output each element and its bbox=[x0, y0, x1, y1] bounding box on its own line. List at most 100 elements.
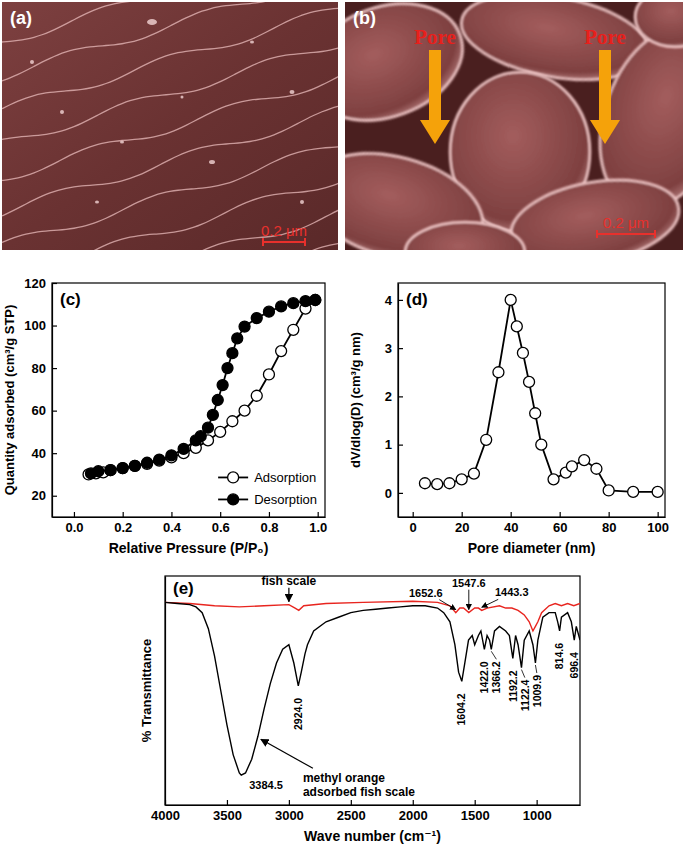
peak-arrow bbox=[482, 599, 499, 607]
surface-speck bbox=[181, 96, 184, 99]
tick-mark bbox=[318, 512, 319, 517]
scale-bar-label: 0.2 μm bbox=[603, 214, 649, 231]
tick-label: 2500 bbox=[337, 808, 366, 823]
data-point bbox=[511, 321, 522, 332]
data-point bbox=[288, 324, 299, 335]
peak-label: 1547.6 bbox=[452, 577, 486, 589]
tick-label: 20 bbox=[32, 488, 46, 503]
tick-label: 0.0 bbox=[65, 520, 83, 535]
tick: 40 bbox=[32, 446, 57, 461]
tick-label: 60 bbox=[553, 520, 567, 535]
data-point bbox=[456, 474, 467, 485]
particle bbox=[635, 2, 683, 47]
x-axis: 020406080100 bbox=[399, 512, 670, 535]
surface-speck bbox=[300, 200, 304, 204]
panel-title: (e) bbox=[173, 579, 194, 598]
micrograph-background bbox=[2, 2, 338, 250]
scale-bar-cap bbox=[262, 238, 264, 246]
tick-mark bbox=[398, 396, 403, 397]
series-line bbox=[165, 601, 580, 631]
tick: 0.4 bbox=[163, 512, 182, 535]
y-axis-title: Quantity adsorbed (cm³/g STP) bbox=[2, 305, 17, 496]
surface-speck bbox=[290, 90, 295, 94]
tick-label: 0.4 bbox=[163, 520, 182, 535]
tick-label: 0.8 bbox=[260, 520, 278, 535]
series-line bbox=[425, 300, 658, 492]
tick: 100 bbox=[24, 318, 57, 333]
legend-label: Desorption bbox=[254, 492, 317, 507]
data-point bbox=[117, 463, 128, 474]
data-point bbox=[652, 486, 663, 497]
tick-label: 80 bbox=[32, 361, 46, 376]
data-point bbox=[222, 363, 233, 374]
panel-title: (a) bbox=[10, 8, 32, 28]
tick-mark bbox=[269, 512, 270, 517]
tick: 2500 bbox=[337, 800, 366, 823]
y-axis: 20406080100120 bbox=[24, 276, 57, 518]
surface-ridge bbox=[2, 42, 338, 139]
tick: 0 bbox=[410, 512, 417, 535]
annotation-arrow bbox=[590, 50, 620, 144]
data-point bbox=[276, 346, 287, 357]
tick-label: 3 bbox=[385, 341, 392, 356]
y-axis-line bbox=[165, 577, 166, 806]
data-point bbox=[86, 468, 97, 479]
tick-label: 100 bbox=[647, 520, 669, 535]
data-point bbox=[142, 457, 153, 468]
series-callout: fish scale bbox=[262, 574, 317, 602]
tick: 80 bbox=[602, 512, 616, 535]
data-point bbox=[207, 409, 218, 420]
scale-bar-label: 0.2 μm bbox=[261, 222, 307, 239]
x-axis-line bbox=[53, 517, 326, 518]
tick: 0.8 bbox=[260, 512, 278, 535]
tick-mark bbox=[475, 800, 476, 805]
tick-label: 20 bbox=[455, 520, 469, 535]
peak-labels: 3384.52924.01604.21422.01366.21192.21122… bbox=[249, 643, 580, 791]
plot-frame bbox=[398, 283, 665, 517]
legend-entry: Adsorption bbox=[218, 470, 316, 485]
data-point bbox=[251, 390, 262, 401]
annotation-label: Pore bbox=[414, 25, 456, 49]
tick-label: 120 bbox=[24, 276, 46, 291]
data-point bbox=[217, 380, 228, 391]
tick: 0 bbox=[385, 486, 403, 501]
chart-panel: 02040608010001234Pore diameter (nm)dV/dl… bbox=[348, 283, 669, 556]
data-point bbox=[178, 443, 189, 454]
scale-bar-line bbox=[597, 233, 655, 235]
peak-label: 2924.0 bbox=[292, 698, 304, 730]
data-point bbox=[117, 463, 128, 474]
surface-speck bbox=[250, 41, 254, 44]
data-point bbox=[276, 301, 287, 312]
annotation-label: Pore bbox=[584, 25, 626, 49]
tick: 20 bbox=[455, 512, 469, 535]
tick-label: 40 bbox=[32, 446, 46, 461]
data-point bbox=[530, 408, 541, 419]
tick: 3500 bbox=[213, 800, 242, 823]
legend-symbol bbox=[228, 472, 239, 483]
data-point bbox=[227, 416, 238, 427]
surface-speck bbox=[209, 160, 215, 164]
chart-panel: 4000350030002500200015001000Wave number … bbox=[139, 574, 581, 844]
tick-label: 2 bbox=[385, 389, 392, 404]
peak-label: 1422.0 bbox=[478, 661, 490, 693]
plot-frame bbox=[165, 576, 580, 805]
series-arrow bbox=[288, 588, 289, 602]
data-point bbox=[591, 463, 602, 474]
micrograph-panel: (b) 0.2 μm Pore Pore bbox=[291, 0, 685, 282]
tick-mark bbox=[52, 368, 57, 369]
tick: 120 bbox=[24, 276, 57, 291]
tick-label: 3500 bbox=[213, 808, 242, 823]
surface-speck bbox=[30, 60, 34, 64]
panel-title: (b) bbox=[353, 8, 376, 28]
tick-label: 2000 bbox=[399, 808, 428, 823]
tick-mark bbox=[171, 512, 172, 517]
tick-mark bbox=[52, 325, 57, 326]
x-axis: 4000350030002500200015001000 bbox=[151, 800, 580, 823]
tick-mark bbox=[52, 283, 57, 284]
tick: 60 bbox=[553, 512, 567, 535]
data-point bbox=[517, 347, 528, 358]
panel-title: (d) bbox=[406, 290, 428, 309]
tick-mark bbox=[413, 800, 414, 805]
data-point bbox=[239, 321, 250, 332]
scale-bar: 0.2 μm bbox=[597, 214, 655, 238]
